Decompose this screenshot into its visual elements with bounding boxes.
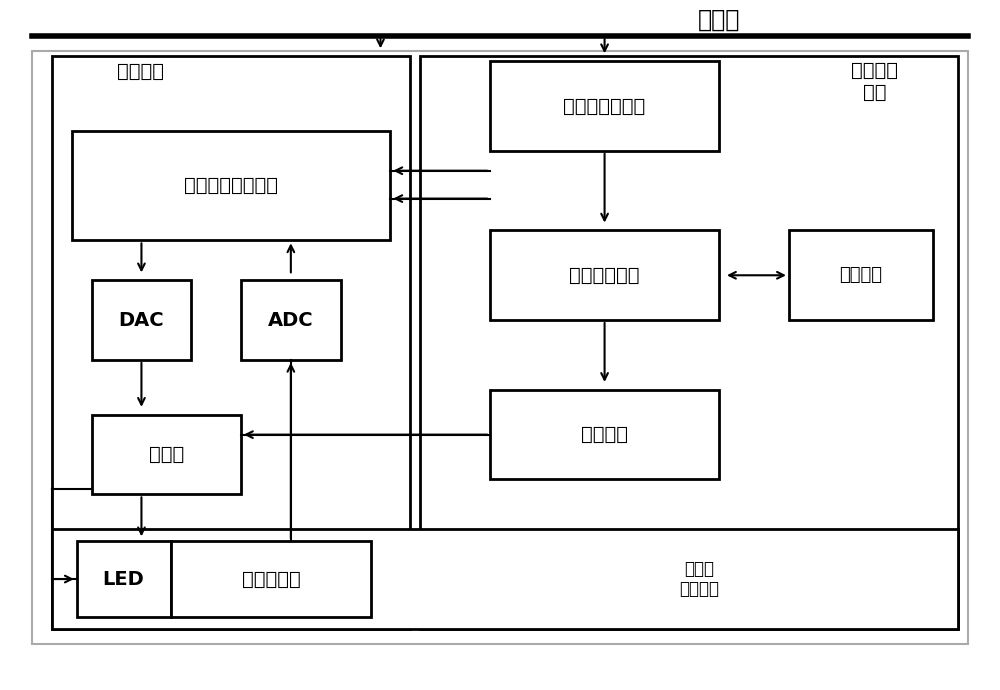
Text: 交流电检测电路: 交流电检测电路: [563, 97, 646, 115]
Text: DAC: DAC: [119, 310, 164, 330]
Text: 控制电路: 控制电路: [117, 61, 164, 81]
Bar: [52, 56, 410, 629]
Text: 应急电源: 应急电源: [839, 266, 882, 284]
Bar: [52, 529, 958, 629]
Text: 数字信号处理单元: 数字信号处理单元: [184, 176, 278, 195]
Bar: [32, 51, 968, 644]
Bar: [92, 415, 241, 495]
Text: 逆变电路: 逆变电路: [581, 425, 628, 444]
Bar: [241, 280, 341, 360]
Text: ADC: ADC: [268, 310, 314, 330]
Bar: [490, 230, 719, 320]
Bar: [72, 131, 390, 240]
Bar: [490, 61, 719, 151]
Bar: [490, 390, 719, 480]
Bar: [789, 230, 933, 320]
Bar: [92, 280, 191, 360]
Text: 光强探测器: 光强探测器: [242, 569, 300, 589]
Bar: [420, 56, 958, 629]
Text: LED: LED: [103, 569, 144, 589]
Text: 电力线: 电力线: [698, 8, 740, 31]
Text: 自适应
光强路灯: 自适应 光强路灯: [679, 560, 719, 598]
Bar: [171, 541, 371, 617]
Text: 驱动器: 驱动器: [149, 445, 184, 464]
Text: 应急电源
电路: 应急电源 电路: [851, 61, 898, 101]
Bar: [77, 541, 171, 617]
Text: 推挽升压电路: 推挽升压电路: [569, 266, 640, 285]
